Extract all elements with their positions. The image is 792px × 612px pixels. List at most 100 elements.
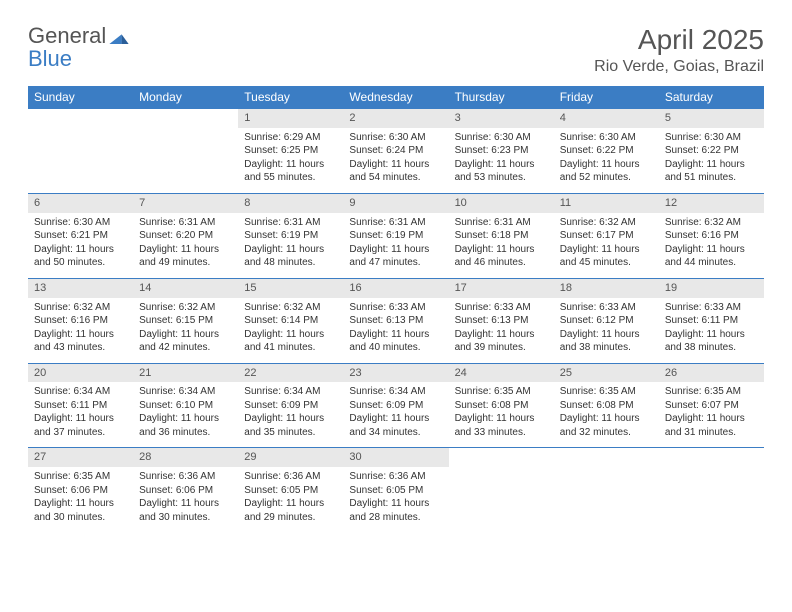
- sunset-line: Sunset: 6:14 PM: [244, 314, 337, 328]
- daylight-line: Daylight: 11 hours and 52 minutes.: [560, 158, 653, 185]
- day-body: Sunrise: 6:35 AMSunset: 6:08 PMDaylight:…: [554, 382, 659, 447]
- day-cell-8: 8Sunrise: 6:31 AMSunset: 6:19 PMDaylight…: [238, 194, 343, 278]
- logo-icon: [109, 24, 129, 49]
- sunrise-line: Sunrise: 6:31 AM: [455, 216, 548, 230]
- sunrise-line: Sunrise: 6:33 AM: [665, 301, 758, 315]
- sunset-line: Sunset: 6:08 PM: [560, 399, 653, 413]
- day-body: Sunrise: 6:36 AMSunset: 6:05 PMDaylight:…: [343, 467, 448, 532]
- day-cell-16: 16Sunrise: 6:33 AMSunset: 6:13 PMDayligh…: [343, 279, 448, 363]
- daylight-line: Daylight: 11 hours and 31 minutes.: [665, 412, 758, 439]
- day-number: 16: [343, 279, 448, 298]
- daylight-line: Daylight: 11 hours and 51 minutes.: [665, 158, 758, 185]
- daylight-line: Daylight: 11 hours and 50 minutes.: [34, 243, 127, 270]
- day-number: 12: [659, 194, 764, 213]
- sunset-line: Sunset: 6:18 PM: [455, 229, 548, 243]
- day-number: 23: [343, 364, 448, 383]
- day-body: Sunrise: 6:32 AMSunset: 6:15 PMDaylight:…: [133, 298, 238, 363]
- daylight-line: Daylight: 11 hours and 40 minutes.: [349, 328, 442, 355]
- empty-cell: [554, 448, 659, 532]
- day-cell-27: 27Sunrise: 6:35 AMSunset: 6:06 PMDayligh…: [28, 448, 133, 532]
- weekday-sunday: Sunday: [28, 86, 133, 109]
- sunset-line: Sunset: 6:05 PM: [349, 484, 442, 498]
- weekday-row: SundayMondayTuesdayWednesdayThursdayFrid…: [28, 86, 764, 109]
- sunrise-line: Sunrise: 6:35 AM: [665, 385, 758, 399]
- day-cell-2: 2Sunrise: 6:30 AMSunset: 6:24 PMDaylight…: [343, 109, 448, 193]
- sunrise-line: Sunrise: 6:36 AM: [139, 470, 232, 484]
- day-body: Sunrise: 6:34 AMSunset: 6:10 PMDaylight:…: [133, 382, 238, 447]
- daylight-line: Daylight: 11 hours and 49 minutes.: [139, 243, 232, 270]
- day-number: 28: [133, 448, 238, 467]
- sunset-line: Sunset: 6:11 PM: [665, 314, 758, 328]
- daylight-line: Daylight: 11 hours and 36 minutes.: [139, 412, 232, 439]
- daylight-line: Daylight: 11 hours and 53 minutes.: [455, 158, 548, 185]
- day-body: Sunrise: 6:32 AMSunset: 6:17 PMDaylight:…: [554, 213, 659, 278]
- day-number: 2: [343, 109, 448, 128]
- day-number: 9: [343, 194, 448, 213]
- day-cell-21: 21Sunrise: 6:34 AMSunset: 6:10 PMDayligh…: [133, 364, 238, 448]
- daylight-line: Daylight: 11 hours and 35 minutes.: [244, 412, 337, 439]
- day-cell-12: 12Sunrise: 6:32 AMSunset: 6:16 PMDayligh…: [659, 194, 764, 278]
- day-number: 4: [554, 109, 659, 128]
- day-cell-20: 20Sunrise: 6:34 AMSunset: 6:11 PMDayligh…: [28, 364, 133, 448]
- sunrise-line: Sunrise: 6:35 AM: [455, 385, 548, 399]
- sunset-line: Sunset: 6:15 PM: [139, 314, 232, 328]
- sunset-line: Sunset: 6:16 PM: [665, 229, 758, 243]
- sunset-line: Sunset: 6:16 PM: [34, 314, 127, 328]
- day-number: 26: [659, 364, 764, 383]
- daylight-line: Daylight: 11 hours and 43 minutes.: [34, 328, 127, 355]
- sunrise-line: Sunrise: 6:30 AM: [34, 216, 127, 230]
- sunrise-line: Sunrise: 6:32 AM: [665, 216, 758, 230]
- sunrise-line: Sunrise: 6:33 AM: [560, 301, 653, 315]
- day-number: 11: [554, 194, 659, 213]
- day-body: Sunrise: 6:33 AMSunset: 6:13 PMDaylight:…: [343, 298, 448, 363]
- daylight-line: Daylight: 11 hours and 45 minutes.: [560, 243, 653, 270]
- calendar-table: SundayMondayTuesdayWednesdayThursdayFrid…: [28, 86, 764, 532]
- sunrise-line: Sunrise: 6:31 AM: [349, 216, 442, 230]
- day-cell-10: 10Sunrise: 6:31 AMSunset: 6:18 PMDayligh…: [449, 194, 554, 278]
- sunset-line: Sunset: 6:20 PM: [139, 229, 232, 243]
- sunrise-line: Sunrise: 6:29 AM: [244, 131, 337, 145]
- daylight-line: Daylight: 11 hours and 54 minutes.: [349, 158, 442, 185]
- sunset-line: Sunset: 6:13 PM: [455, 314, 548, 328]
- day-body: Sunrise: 6:30 AMSunset: 6:21 PMDaylight:…: [28, 213, 133, 278]
- day-cell-25: 25Sunrise: 6:35 AMSunset: 6:08 PMDayligh…: [554, 364, 659, 448]
- location: Rio Verde, Goias, Brazil: [594, 58, 764, 76]
- day-cell-19: 19Sunrise: 6:33 AMSunset: 6:11 PMDayligh…: [659, 279, 764, 363]
- sunset-line: Sunset: 6:12 PM: [560, 314, 653, 328]
- title-block: April 2025 Rio Verde, Goias, Brazil: [594, 24, 764, 76]
- day-number: 24: [449, 364, 554, 383]
- sunset-line: Sunset: 6:11 PM: [34, 399, 127, 413]
- sunset-line: Sunset: 6:21 PM: [34, 229, 127, 243]
- day-body: Sunrise: 6:33 AMSunset: 6:12 PMDaylight:…: [554, 298, 659, 363]
- daylight-line: Daylight: 11 hours and 55 minutes.: [244, 158, 337, 185]
- day-cell-1: 1Sunrise: 6:29 AMSunset: 6:25 PMDaylight…: [238, 109, 343, 193]
- sunset-line: Sunset: 6:22 PM: [560, 144, 653, 158]
- day-cell-28: 28Sunrise: 6:36 AMSunset: 6:06 PMDayligh…: [133, 448, 238, 532]
- daylight-line: Daylight: 11 hours and 41 minutes.: [244, 328, 337, 355]
- day-cell-14: 14Sunrise: 6:32 AMSunset: 6:15 PMDayligh…: [133, 279, 238, 363]
- sunset-line: Sunset: 6:05 PM: [244, 484, 337, 498]
- daylight-line: Daylight: 11 hours and 34 minutes.: [349, 412, 442, 439]
- day-number: 30: [343, 448, 448, 467]
- week-row: 27Sunrise: 6:35 AMSunset: 6:06 PMDayligh…: [28, 448, 764, 532]
- day-body: Sunrise: 6:36 AMSunset: 6:05 PMDaylight:…: [238, 467, 343, 532]
- daylight-line: Daylight: 11 hours and 30 minutes.: [139, 497, 232, 524]
- sunrise-line: Sunrise: 6:35 AM: [560, 385, 653, 399]
- sunrise-line: Sunrise: 6:35 AM: [34, 470, 127, 484]
- sunrise-line: Sunrise: 6:31 AM: [244, 216, 337, 230]
- page: GeneralBlue April 2025 Rio Verde, Goias,…: [0, 0, 792, 556]
- day-body: Sunrise: 6:32 AMSunset: 6:14 PMDaylight:…: [238, 298, 343, 363]
- sunrise-line: Sunrise: 6:30 AM: [455, 131, 548, 145]
- day-body: Sunrise: 6:30 AMSunset: 6:22 PMDaylight:…: [554, 128, 659, 193]
- day-cell-4: 4Sunrise: 6:30 AMSunset: 6:22 PMDaylight…: [554, 109, 659, 193]
- day-body: Sunrise: 6:33 AMSunset: 6:11 PMDaylight:…: [659, 298, 764, 363]
- day-cell-17: 17Sunrise: 6:33 AMSunset: 6:13 PMDayligh…: [449, 279, 554, 363]
- header: GeneralBlue April 2025 Rio Verde, Goias,…: [28, 24, 764, 76]
- sunset-line: Sunset: 6:19 PM: [349, 229, 442, 243]
- weekday-friday: Friday: [554, 86, 659, 109]
- weekday-thursday: Thursday: [449, 86, 554, 109]
- empty-cell: [28, 109, 133, 193]
- day-number: 29: [238, 448, 343, 467]
- daylight-line: Daylight: 11 hours and 38 minutes.: [665, 328, 758, 355]
- daylight-line: Daylight: 11 hours and 47 minutes.: [349, 243, 442, 270]
